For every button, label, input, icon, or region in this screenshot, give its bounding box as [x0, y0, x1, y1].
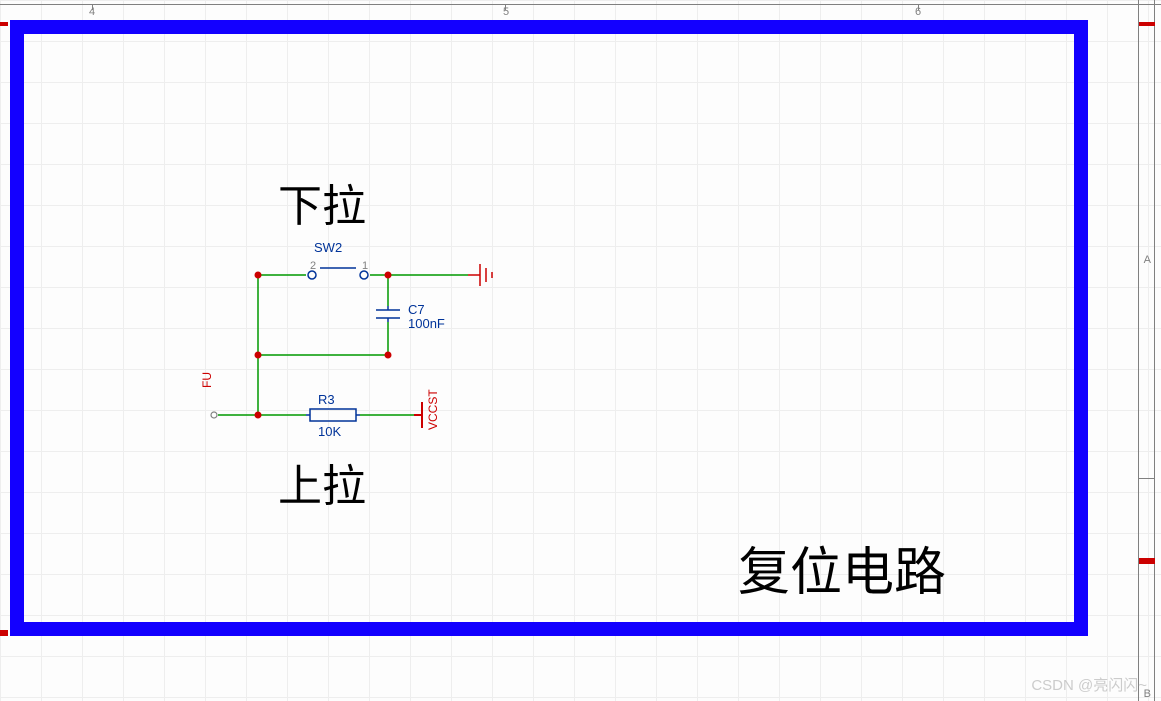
cap-ref: C7 — [408, 302, 425, 317]
vcc-symbol — [414, 402, 422, 428]
switch-sw2 — [308, 268, 368, 279]
res-ref: R3 — [318, 392, 335, 407]
res-val: 10K — [318, 424, 341, 439]
resistor-r3 — [306, 409, 360, 421]
ground-symbol — [468, 264, 492, 286]
capacitor-c7 — [376, 306, 400, 322]
net-pin-fu — [211, 412, 217, 418]
schematic-canvas: 4 5 6 A B 下拉 上拉 复位电路 — [0, 0, 1161, 701]
switch-pin1: 1 — [362, 260, 368, 272]
switch-pin2: 2 — [310, 260, 316, 272]
watermark: CSDN @亮闪闪~ — [1031, 674, 1147, 695]
switch-ref: SW2 — [314, 240, 342, 255]
vcc-label: VCCST — [426, 389, 440, 430]
netlabel-fu: FU — [200, 372, 214, 388]
cap-val: 100nF — [408, 316, 445, 331]
reset-circuit-schematic[interactable] — [0, 0, 1161, 701]
